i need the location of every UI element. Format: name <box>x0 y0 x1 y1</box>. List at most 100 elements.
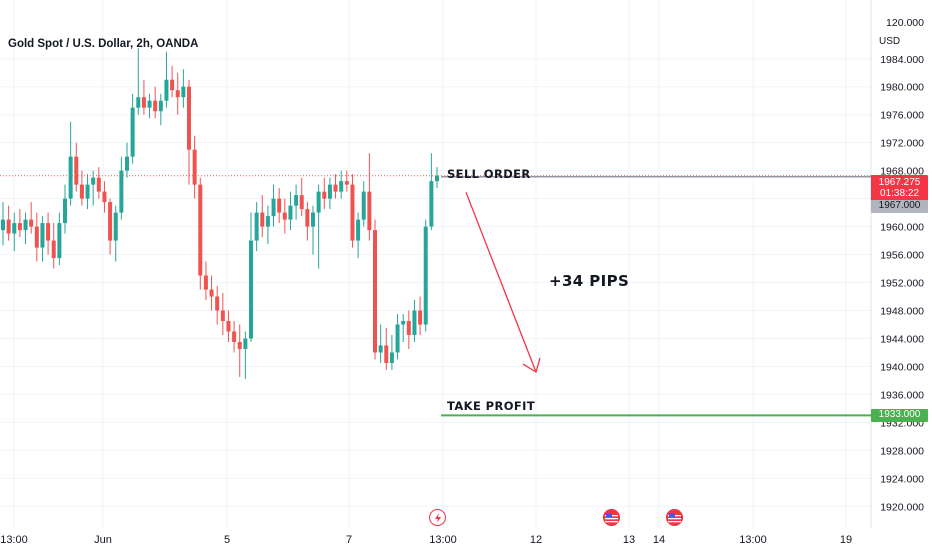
candle-body <box>401 320 406 325</box>
candle-body <box>429 181 434 227</box>
y-tick-label: 1984.000 <box>880 54 924 66</box>
candle-body <box>344 181 349 185</box>
candle-body <box>175 90 180 98</box>
y-tick-label: 1924.000 <box>880 473 924 485</box>
candle-body <box>316 191 321 213</box>
candle-body <box>356 219 361 241</box>
candle-body <box>85 184 90 199</box>
x-tick-label: 13:00 <box>739 534 767 546</box>
x-tick-label: 14 <box>653 534 665 546</box>
candle-body <box>237 341 242 349</box>
candle-body <box>79 184 84 199</box>
y-tick-label: 1944.000 <box>880 333 924 345</box>
candle-body <box>294 195 299 206</box>
lightning-event-icon[interactable] <box>429 509 446 526</box>
symbol-title: Gold Spot / U.S. Dollar, 2h, OANDA <box>8 38 199 50</box>
candle-body <box>339 181 344 192</box>
candle-body <box>12 223 17 234</box>
candle-body <box>327 184 332 199</box>
candle-body <box>68 156 73 199</box>
candle-body <box>299 195 304 210</box>
candle-body <box>265 216 270 227</box>
y-tick-label: 1960.000 <box>880 222 924 234</box>
candle-body <box>311 212 315 227</box>
candle-body <box>153 100 158 112</box>
candle-body <box>282 212 287 220</box>
candle-body <box>232 331 237 342</box>
candle-body <box>192 149 197 185</box>
candle-body <box>226 320 231 332</box>
candle-body <box>367 191 372 231</box>
candle-body <box>260 212 265 227</box>
y-tick-label: 1980.000 <box>880 82 924 94</box>
y-tick-label: 1968.000 <box>880 166 924 178</box>
candle-body <box>136 97 141 108</box>
candle-body <box>249 240 253 339</box>
candle-body <box>108 202 113 241</box>
sell-arrow-shaft <box>465 192 537 373</box>
x-tick-label: 19 <box>840 534 852 546</box>
candle-body <box>373 230 377 353</box>
candle-body <box>170 79 175 91</box>
us-flag-event-icon[interactable] <box>666 509 683 526</box>
candle-body <box>423 226 428 325</box>
countdown-timer: 01:38:22 <box>880 188 919 199</box>
candle-body <box>40 223 45 248</box>
candle-body <box>141 97 146 108</box>
candle-body <box>305 209 310 227</box>
y-tick-label: 1956.000 <box>880 250 924 262</box>
candle-body <box>254 212 259 241</box>
candle-body <box>130 107 135 157</box>
x-tick-label: 5 <box>224 534 230 546</box>
x-tick-label: 13:00 <box>0 534 28 546</box>
candle-body <box>164 79 169 101</box>
y-tick-label: 120.000 <box>886 17 924 29</box>
candle-body <box>406 320 411 335</box>
candle-body <box>395 324 400 353</box>
candle-body <box>102 191 107 203</box>
candle-body <box>203 275 208 290</box>
candle-body <box>389 352 394 363</box>
candle-body <box>63 198 67 224</box>
prev-close-badge: 1967.000 <box>871 200 928 213</box>
candle-body <box>384 345 389 363</box>
candle-body <box>322 191 327 199</box>
candle-body <box>271 198 276 217</box>
y-tick-label: 1928.000 <box>880 445 924 457</box>
candle-body <box>1 219 5 231</box>
pips-label: +34 PIPS <box>549 272 630 290</box>
y-tick-label: 1940.000 <box>880 361 924 373</box>
us-flag-event-icon[interactable] <box>603 509 620 526</box>
sell-arrow-head <box>522 357 541 374</box>
candle-body <box>6 219 11 234</box>
candle-body <box>277 198 282 213</box>
candle-body <box>412 310 417 335</box>
candle-body <box>57 223 62 259</box>
candle-body <box>113 212 118 241</box>
y-tick-label: 1936.000 <box>880 389 924 401</box>
y-tick-label: 1948.000 <box>880 306 924 318</box>
candle-body <box>209 289 214 297</box>
y-tick-label: 1972.000 <box>880 138 924 150</box>
candle-body <box>125 156 129 171</box>
candle-body <box>158 100 163 112</box>
candle-body <box>17 223 22 231</box>
y-tick-label: 1952.000 <box>880 278 924 290</box>
candle-body <box>288 205 293 220</box>
take-profit-label: TAKE PROFIT <box>447 399 536 413</box>
candle-body <box>96 177 101 192</box>
x-tick-label: 13:00 <box>429 534 457 546</box>
current-price-value: 1967.275 <box>878 177 921 188</box>
candle-body <box>51 240 56 259</box>
x-tick-label: 7 <box>346 534 352 546</box>
y-tick-label: 1976.000 <box>880 110 924 122</box>
current-price-badge: 1967.275 01:38:22 <box>871 175 928 202</box>
candle-body <box>378 345 383 353</box>
candle-body <box>91 177 96 185</box>
candle-body <box>243 338 248 349</box>
candle-body <box>46 223 51 241</box>
candle-body <box>181 86 186 98</box>
candle-body <box>23 219 28 231</box>
x-tick-label: Jun <box>94 534 112 546</box>
